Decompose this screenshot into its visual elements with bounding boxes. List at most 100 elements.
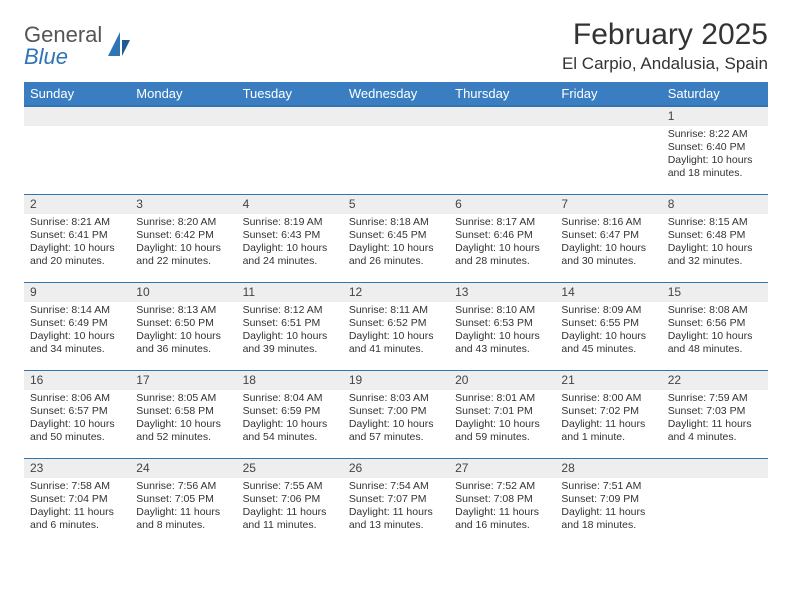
daylight-text: Daylight: 11 hours and 1 minute. xyxy=(561,418,655,444)
day-number: 26 xyxy=(343,459,449,478)
day-details: Sunrise: 8:15 AMSunset: 6:48 PMDaylight:… xyxy=(662,214,768,273)
calendar-week-row: 9Sunrise: 8:14 AMSunset: 6:49 PMDaylight… xyxy=(24,282,768,370)
day-details: Sunrise: 7:52 AMSunset: 7:08 PMDaylight:… xyxy=(449,478,555,537)
month-title: February 2025 xyxy=(562,18,768,52)
sunset-text: Sunset: 6:50 PM xyxy=(136,317,230,330)
day-number: 19 xyxy=(343,371,449,390)
day-details: Sunrise: 7:58 AMSunset: 7:04 PMDaylight:… xyxy=(24,478,130,537)
sunset-text: Sunset: 6:53 PM xyxy=(455,317,549,330)
header: General Blue February 2025 El Carpio, An… xyxy=(24,18,768,74)
logo-line2: Blue xyxy=(24,44,68,69)
day-details xyxy=(449,126,555,132)
sunset-text: Sunset: 6:45 PM xyxy=(349,229,443,242)
calendar-day-cell: 8Sunrise: 8:15 AMSunset: 6:48 PMDaylight… xyxy=(662,194,768,282)
calendar-day-cell: 28Sunrise: 7:51 AMSunset: 7:09 PMDayligh… xyxy=(555,458,661,546)
day-number: 20 xyxy=(449,371,555,390)
day-number: 15 xyxy=(662,283,768,302)
day-number xyxy=(662,459,768,478)
calendar-day-cell xyxy=(130,106,236,194)
sunset-text: Sunset: 6:43 PM xyxy=(243,229,337,242)
calendar-day-cell: 12Sunrise: 8:11 AMSunset: 6:52 PMDayligh… xyxy=(343,282,449,370)
calendar-day-cell: 14Sunrise: 8:09 AMSunset: 6:55 PMDayligh… xyxy=(555,282,661,370)
day-number xyxy=(237,107,343,126)
title-block: February 2025 El Carpio, Andalusia, Spai… xyxy=(562,18,768,74)
sunrise-text: Sunrise: 8:12 AM xyxy=(243,304,337,317)
calendar-day-cell: 11 Sunrise: 8:12 AMSunset: 6:51 PMDayligh… xyxy=(237,282,343,370)
day-details: Sunrise: 8:19 AMSunset: 6:43 PMDaylight:… xyxy=(237,214,343,273)
sunrise-text: Sunrise: 7:55 AM xyxy=(243,480,337,493)
day-number: 2 xyxy=(24,195,130,214)
day-number: 22 xyxy=(662,371,768,390)
daylight-text: Daylight: 10 hours and 39 minutes. xyxy=(243,330,337,356)
calendar-day-cell: 25Sunrise: 7:55 AMSunset: 7:06 PMDayligh… xyxy=(237,458,343,546)
day-number: 16 xyxy=(24,371,130,390)
sunrise-text: Sunrise: 8:17 AM xyxy=(455,216,549,229)
day-details: Sunrise: 8:18 AMSunset: 6:45 PMDaylight:… xyxy=(343,214,449,273)
sunset-text: Sunset: 7:08 PM xyxy=(455,493,549,506)
day-details: Sunrise: 8:00 AMSunset: 7:02 PMDaylight:… xyxy=(555,390,661,449)
day-details: Sunrise: 8:17 AMSunset: 6:46 PMDaylight:… xyxy=(449,214,555,273)
day-details: Sunrise: 8:13 AMSunset: 6:50 PMDaylight:… xyxy=(130,302,236,361)
day-details: Sunrise: 8:09 AMSunset: 6:55 PMDaylight:… xyxy=(555,302,661,361)
sunrise-text: Sunrise: 7:56 AM xyxy=(136,480,230,493)
calendar-day-cell: 20Sunrise: 8:01 AMSunset: 7:01 PMDayligh… xyxy=(449,370,555,458)
calendar-day-cell: 10Sunrise: 8:13 AMSunset: 6:50 PMDayligh… xyxy=(130,282,236,370)
day-number: 8 xyxy=(662,195,768,214)
sunrise-text: Sunrise: 7:58 AM xyxy=(30,480,124,493)
calendar-day-cell xyxy=(237,106,343,194)
calendar-day-cell: 24Sunrise: 7:56 AMSunset: 7:05 PMDayligh… xyxy=(130,458,236,546)
calendar-day-cell: 9Sunrise: 8:14 AMSunset: 6:49 PMDaylight… xyxy=(24,282,130,370)
daylight-text: Daylight: 11 hours and 13 minutes. xyxy=(349,506,443,532)
sunrise-text: Sunrise: 8:06 AM xyxy=(30,392,124,405)
day-details: Sunrise: 8:22 AMSunset: 6:40 PMDaylight:… xyxy=(662,126,768,185)
sunset-text: Sunset: 6:41 PM xyxy=(30,229,124,242)
calendar-day-cell: 13Sunrise: 8:10 AMSunset: 6:53 PMDayligh… xyxy=(449,282,555,370)
day-details: Sunrise: 8:08 AMSunset: 6:56 PMDaylight:… xyxy=(662,302,768,361)
calendar-day-cell: 4Sunrise: 8:19 AMSunset: 6:43 PMDaylight… xyxy=(237,194,343,282)
sunset-text: Sunset: 6:47 PM xyxy=(561,229,655,242)
sunset-text: Sunset: 6:59 PM xyxy=(243,405,337,418)
sunset-text: Sunset: 6:40 PM xyxy=(668,141,762,154)
daylight-text: Daylight: 10 hours and 20 minutes. xyxy=(30,242,124,268)
sunset-text: Sunset: 6:42 PM xyxy=(136,229,230,242)
day-number: 17 xyxy=(130,371,236,390)
calendar-week-row: 2Sunrise: 8:21 AMSunset: 6:41 PMDaylight… xyxy=(24,194,768,282)
daylight-text: Daylight: 10 hours and 26 minutes. xyxy=(349,242,443,268)
calendar-table: Sunday Monday Tuesday Wednesday Thursday… xyxy=(24,82,768,546)
day-details: Sunrise: 7:51 AMSunset: 7:09 PMDaylight:… xyxy=(555,478,661,537)
day-number: 21 xyxy=(555,371,661,390)
calendar-week-row: 16Sunrise: 8:06 AMSunset: 6:57 PMDayligh… xyxy=(24,370,768,458)
day-details xyxy=(555,126,661,132)
calendar-day-cell xyxy=(555,106,661,194)
sunset-text: Sunset: 6:51 PM xyxy=(243,317,337,330)
calendar-day-cell: 2Sunrise: 8:21 AMSunset: 6:41 PMDaylight… xyxy=(24,194,130,282)
daylight-text: Daylight: 11 hours and 8 minutes. xyxy=(136,506,230,532)
sunset-text: Sunset: 6:48 PM xyxy=(668,229,762,242)
day-number: 10 xyxy=(130,283,236,302)
daylight-text: Daylight: 10 hours and 43 minutes. xyxy=(455,330,549,356)
weekday-header: Thursday xyxy=(449,82,555,106)
daylight-text: Daylight: 10 hours and 45 minutes. xyxy=(561,330,655,356)
day-number: 9 xyxy=(24,283,130,302)
day-details: Sunrise: 8:20 AMSunset: 6:42 PMDaylight:… xyxy=(130,214,236,273)
location: El Carpio, Andalusia, Spain xyxy=(562,54,768,74)
daylight-text: Daylight: 10 hours and 32 minutes. xyxy=(668,242,762,268)
sunrise-text: Sunrise: 8:20 AM xyxy=(136,216,230,229)
logo-line1: General xyxy=(24,24,102,46)
calendar-day-cell: 22Sunrise: 7:59 AMSunset: 7:03 PMDayligh… xyxy=(662,370,768,458)
sunrise-text: Sunrise: 7:59 AM xyxy=(668,392,762,405)
day-details: Sunrise: 7:59 AMSunset: 7:03 PMDaylight:… xyxy=(662,390,768,449)
daylight-text: Daylight: 10 hours and 36 minutes. xyxy=(136,330,230,356)
day-details: Sunrise: 8:04 AMSunset: 6:59 PMDaylight:… xyxy=(237,390,343,449)
day-number xyxy=(449,107,555,126)
sunset-text: Sunset: 6:56 PM xyxy=(668,317,762,330)
day-details: Sunrise: 7:55 AMSunset: 7:06 PMDaylight:… xyxy=(237,478,343,537)
weekday-header: Friday xyxy=(555,82,661,106)
sunset-text: Sunset: 7:09 PM xyxy=(561,493,655,506)
day-number: 3 xyxy=(130,195,236,214)
weekday-header-row: Sunday Monday Tuesday Wednesday Thursday… xyxy=(24,82,768,106)
day-number: 11 xyxy=(237,283,343,302)
daylight-text: Daylight: 10 hours and 54 minutes. xyxy=(243,418,337,444)
sunrise-text: Sunrise: 8:03 AM xyxy=(349,392,443,405)
day-details xyxy=(24,126,130,132)
